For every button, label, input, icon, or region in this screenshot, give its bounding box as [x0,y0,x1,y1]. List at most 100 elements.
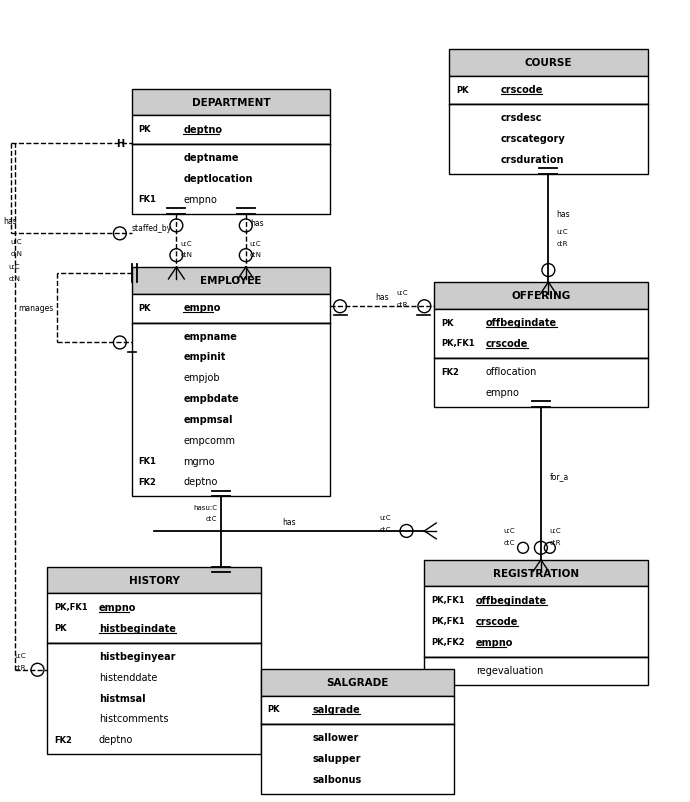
Text: empcomm: empcomm [184,435,235,445]
Text: offbegindate: offbegindate [476,595,547,606]
Text: FK2: FK2 [441,367,459,376]
Text: histbegindate: histbegindate [99,623,176,633]
Bar [261,724,454,794]
Text: H: H [116,139,124,149]
Text: EMPLOYEE: EMPLOYEE [200,276,262,286]
Text: SALGRADE: SALGRADE [326,678,388,687]
Text: histenddate: histenddate [99,672,157,682]
Text: deptlocation: deptlocation [184,173,253,184]
Text: d:N: d:N [9,276,21,282]
Text: offlocation: offlocation [486,367,538,377]
Text: u:C: u:C [503,527,515,533]
Text: u:C: u:C [397,290,408,296]
Text: sallower: sallower [313,732,359,743]
Text: salupper: salupper [313,753,361,764]
Text: hasu:C: hasu:C [193,504,217,511]
Text: REGISTRATION: REGISTRATION [493,569,579,578]
Text: salbonus: salbonus [313,774,362,784]
Text: histmsal: histmsal [99,693,146,703]
Text: deptname: deptname [184,153,239,163]
Bar [132,89,330,116]
Bar [132,323,330,496]
Text: has: has [250,219,264,228]
Text: HISTORY: HISTORY [128,575,179,585]
Text: PK: PK [139,125,151,134]
Text: for_a: for_a [550,472,569,480]
Text: histbeginyear: histbeginyear [99,651,175,661]
Text: empmsal: empmsal [184,415,233,424]
Text: d:C: d:C [503,539,515,545]
Text: histcomments: histcomments [99,714,168,723]
Bar [434,282,647,310]
Text: d:R: d:R [550,539,562,545]
Bar [424,587,647,657]
Text: d:N: d:N [11,251,23,257]
Text: regevaluation: regevaluation [476,665,543,675]
Text: deptno: deptno [184,124,222,135]
Text: d:R: d:R [14,664,26,670]
Text: empname: empname [184,331,237,341]
Text: has: has [375,293,389,302]
Text: PK,FK1: PK,FK1 [441,339,475,348]
Text: empinit: empinit [184,352,226,362]
Text: u:C: u:C [11,239,22,245]
Text: d:N: d:N [180,252,193,258]
Text: FK2: FK2 [55,735,72,743]
Bar [132,116,330,145]
Text: has: has [556,210,570,219]
Text: PK,FK2: PK,FK2 [431,638,465,646]
Text: empno: empno [476,637,513,646]
Text: PK: PK [441,318,454,327]
Text: FK1: FK1 [139,456,157,465]
Text: mgrno: mgrno [184,456,215,466]
Bar [261,696,454,724]
Text: crscode: crscode [486,338,529,349]
Text: crsduration: crsduration [501,155,564,164]
Text: empno: empno [486,387,520,398]
Text: u:C: u:C [9,264,20,269]
Text: d:N: d:N [250,252,262,258]
Bar [48,593,261,643]
Text: deptno: deptno [184,476,217,487]
Text: empbdate: empbdate [184,394,239,403]
Text: d:C: d:C [206,516,217,521]
Text: empjob: empjob [184,373,220,383]
Bar [449,76,647,105]
Text: OFFERING: OFFERING [511,291,571,301]
Text: offbegindate: offbegindate [486,318,557,328]
Text: crscategory: crscategory [501,134,566,144]
Text: d:C: d:C [380,526,391,533]
Text: PK,FK1: PK,FK1 [55,602,88,612]
Text: d:R: d:R [556,241,568,246]
Text: manages: manages [18,304,53,313]
Bar [449,50,647,76]
Text: deptno: deptno [99,735,133,744]
Bar [449,105,647,175]
Text: PK: PK [268,705,280,714]
Text: empno: empno [184,303,221,313]
Bar [48,643,261,754]
Text: PK: PK [139,303,151,312]
Bar [424,560,647,587]
Text: empno: empno [184,194,217,205]
Bar [261,669,454,696]
Bar [424,657,647,685]
Text: salgrade: salgrade [313,704,360,714]
Text: u:C: u:C [556,229,568,234]
Text: u:C: u:C [14,652,26,658]
Text: PK: PK [55,623,67,632]
Bar [132,294,330,323]
Bar [48,567,261,593]
Text: d:R: d:R [397,302,408,308]
Bar [434,310,647,358]
Text: FK1: FK1 [139,195,157,204]
Bar [132,268,330,294]
Text: has: has [3,217,17,226]
Text: COURSE: COURSE [524,59,572,68]
Text: u:C: u:C [180,241,192,247]
Text: crsdesc: crsdesc [501,113,542,124]
Text: u:C: u:C [550,527,562,533]
Bar [132,145,330,214]
Text: u:C: u:C [250,241,262,247]
Text: staffed_by: staffed_by [131,224,171,233]
